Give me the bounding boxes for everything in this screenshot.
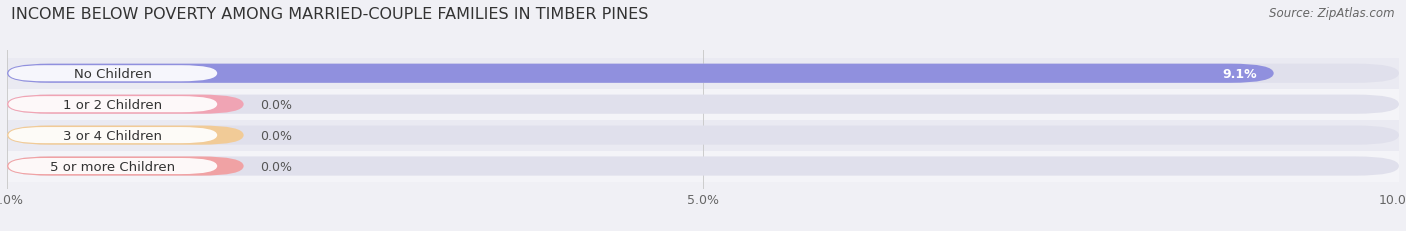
FancyBboxPatch shape (7, 151, 1399, 182)
FancyBboxPatch shape (7, 95, 1399, 114)
FancyBboxPatch shape (7, 89, 1399, 120)
FancyBboxPatch shape (8, 66, 217, 82)
FancyBboxPatch shape (8, 158, 217, 174)
FancyBboxPatch shape (7, 95, 243, 114)
FancyBboxPatch shape (8, 97, 217, 113)
Text: Source: ZipAtlas.com: Source: ZipAtlas.com (1270, 7, 1395, 20)
Text: INCOME BELOW POVERTY AMONG MARRIED-COUPLE FAMILIES IN TIMBER PINES: INCOME BELOW POVERTY AMONG MARRIED-COUPL… (11, 7, 648, 22)
FancyBboxPatch shape (7, 58, 1399, 89)
Text: 0.0%: 0.0% (260, 160, 292, 173)
FancyBboxPatch shape (7, 64, 1399, 83)
Text: 0.0%: 0.0% (260, 129, 292, 142)
FancyBboxPatch shape (7, 120, 1399, 151)
Text: 5 or more Children: 5 or more Children (51, 160, 176, 173)
FancyBboxPatch shape (7, 157, 1399, 176)
FancyBboxPatch shape (8, 128, 217, 143)
FancyBboxPatch shape (7, 126, 243, 145)
FancyBboxPatch shape (7, 64, 1274, 83)
Text: 3 or 4 Children: 3 or 4 Children (63, 129, 162, 142)
FancyBboxPatch shape (7, 157, 243, 176)
Text: No Children: No Children (75, 67, 152, 80)
FancyBboxPatch shape (7, 126, 1399, 145)
Text: 9.1%: 9.1% (1222, 67, 1257, 80)
Text: 1 or 2 Children: 1 or 2 Children (63, 98, 162, 111)
Text: 0.0%: 0.0% (260, 98, 292, 111)
